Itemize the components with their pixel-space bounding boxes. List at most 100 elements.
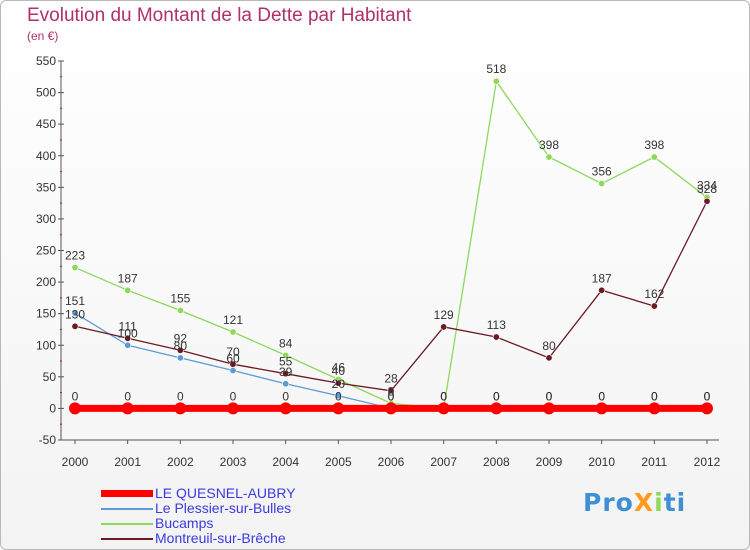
data-label: 0	[440, 389, 447, 403]
data-label: 518	[486, 62, 506, 76]
data-label: 0	[282, 389, 289, 403]
data-label: 40	[332, 364, 346, 378]
data-label: 8	[388, 384, 395, 398]
data-point	[490, 402, 503, 415]
x-tick-label: 2006	[378, 455, 405, 469]
data-label: 162	[644, 287, 664, 301]
logo-letter: t	[663, 488, 677, 517]
data-label: 0	[440, 389, 447, 403]
data-label: 111	[119, 319, 138, 333]
data-point	[598, 286, 606, 294]
data-point	[124, 341, 132, 349]
data-point	[69, 402, 81, 415]
logo-letter: i	[654, 488, 664, 517]
data-label: 80	[542, 339, 556, 353]
legend-swatch-le-quesnel-aubry	[101, 490, 153, 497]
legend-label: Le Plessier-sur-Bulles	[155, 500, 292, 516]
data-point	[71, 322, 79, 330]
data-label: 46	[332, 360, 346, 374]
x-tick-label: 2002	[167, 455, 194, 469]
data-point	[332, 402, 345, 415]
data-label: 187	[118, 271, 138, 285]
series-line	[74, 80, 708, 410]
data-point	[385, 402, 397, 415]
y-tick-label: -50	[39, 433, 57, 447]
data-label: 328	[697, 182, 717, 196]
legend-label: Montreuil-sur-Brêche	[155, 530, 286, 546]
data-label: 92	[174, 331, 188, 345]
data-point	[334, 379, 342, 387]
data-label: 398	[644, 138, 664, 152]
data-label: 0	[493, 389, 500, 403]
data-label: 0	[704, 389, 711, 403]
y-tick-label: 550	[36, 54, 56, 68]
x-tick-label: 2000	[62, 455, 89, 469]
y-tick-label: 450	[36, 117, 56, 131]
data-point	[595, 402, 608, 415]
data-point	[176, 354, 184, 362]
logo-letter: o	[615, 488, 634, 517]
data-point	[437, 402, 450, 415]
data-label: 130	[65, 307, 85, 321]
data-label: 39	[279, 365, 293, 379]
data-point	[492, 77, 500, 85]
data-point	[387, 387, 395, 395]
data-point	[282, 380, 290, 388]
y-tick-label: 200	[36, 275, 56, 289]
data-point	[124, 286, 132, 294]
logo-letter: i	[676, 488, 687, 517]
data-label: 0	[493, 389, 500, 403]
data-point	[124, 334, 132, 342]
x-tick-label: 2009	[536, 455, 563, 469]
data-point	[440, 323, 448, 331]
legend-swatch-montreuil-sur-breche	[101, 538, 153, 540]
data-point	[229, 360, 237, 368]
data-label: 0	[72, 389, 79, 403]
data-label: 0	[177, 389, 184, 403]
x-tick-label: 2007	[430, 455, 457, 469]
data-point	[543, 402, 555, 415]
data-point	[650, 302, 658, 310]
data-label: 334	[697, 178, 717, 192]
data-label: 187	[592, 271, 612, 285]
data-point	[650, 153, 658, 161]
x-tick-label: 2008	[483, 455, 510, 469]
data-point	[176, 307, 184, 315]
x-tick-label: 2004	[272, 455, 299, 469]
data-label: 0	[651, 389, 658, 403]
data-label: 55	[279, 355, 293, 369]
data-point	[229, 328, 237, 336]
data-point	[492, 333, 500, 341]
x-tick-label: 2012	[694, 455, 721, 469]
data-point	[121, 402, 134, 415]
data-label: 84	[279, 336, 293, 350]
data-point	[334, 392, 342, 400]
legend-label: Bucamps	[155, 515, 214, 531]
data-label: 0	[598, 389, 605, 403]
data-label: 28	[384, 372, 398, 386]
data-label: 0	[704, 389, 711, 403]
y-tick-label: 350	[36, 180, 56, 194]
proxiti-logo: ProXiti	[583, 488, 686, 517]
data-label: 155	[170, 292, 190, 306]
y-tick-label: 0	[49, 401, 56, 415]
data-point	[174, 402, 187, 415]
y-tick-label: 300	[36, 212, 56, 226]
data-point	[545, 153, 553, 161]
data-label: 129	[434, 308, 454, 322]
data-point	[229, 367, 237, 375]
data-label: 60	[226, 352, 240, 366]
data-point	[71, 264, 79, 272]
data-label: 398	[539, 138, 559, 152]
data-label: 0	[124, 389, 131, 403]
data-point	[282, 370, 290, 378]
data-point	[703, 197, 711, 205]
data-label: 0	[598, 389, 605, 403]
y-tick-label: 250	[36, 244, 56, 258]
data-label: 0	[651, 389, 658, 403]
data-point	[545, 354, 553, 362]
x-tick-label: 2010	[588, 455, 615, 469]
data-point	[176, 346, 184, 354]
data-point	[648, 402, 661, 415]
